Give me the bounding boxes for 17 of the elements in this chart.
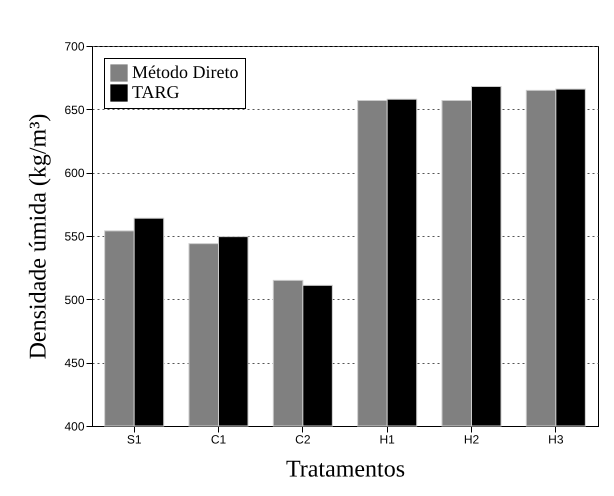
x-tick-label: H1: [379, 432, 396, 446]
x-tick-label: C1: [210, 432, 226, 446]
x-tick-label: S1: [126, 432, 142, 446]
y-tick-label: 700: [64, 40, 85, 54]
x-tick-label: C2: [295, 432, 311, 446]
legend-label: TARG: [132, 82, 180, 102]
y-tick-label: 500: [64, 292, 85, 307]
y-tick-label: 650: [64, 102, 85, 117]
legend-label: Método Direto: [132, 62, 238, 82]
y-tick-label: 400: [64, 420, 85, 434]
x-axis-title: Tratamentos: [286, 456, 406, 482]
y-tick-label: 600: [64, 166, 85, 180]
x-tick-label: H3: [548, 432, 564, 446]
y-tick-label: 450: [64, 356, 85, 370]
y-tick-label: 550: [64, 230, 85, 244]
x-tick-label: H2: [464, 432, 480, 446]
y-axis-title: Densidade úmida (kg/m³): [25, 114, 52, 360]
